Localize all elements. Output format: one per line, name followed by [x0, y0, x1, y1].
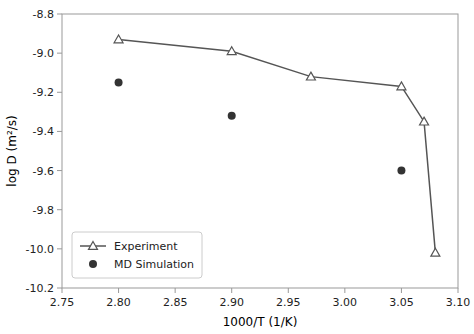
legend-label: Experiment [114, 240, 178, 253]
legend-label: MD Simulation [114, 258, 194, 271]
line-marker [431, 248, 440, 256]
y-tick-label: -9.8 [33, 204, 54, 217]
x-tick [458, 288, 459, 293]
y-tick [57, 248, 62, 249]
legend-marker [89, 242, 98, 250]
y-tick-label: -9.0 [33, 47, 54, 60]
x-axis-label: 1000/T (1/K) [223, 315, 298, 329]
y-tick [57, 92, 62, 93]
x-tick-label: 2.80 [106, 296, 131, 309]
y-tick-label: -8.8 [33, 8, 54, 21]
y-tick [57, 131, 62, 132]
y-tick-label: -9.4 [33, 125, 54, 138]
y-axis-label: log D (m²/s) [5, 115, 19, 186]
x-tick-label: 2.85 [163, 296, 188, 309]
y-tick [57, 170, 62, 171]
axes: 2.75 2.80 2.85 2.90 2.95 3.00 3.05 3.10 -10.2 -10… [26, 8, 471, 309]
plot-area [114, 35, 440, 256]
x-tick [175, 288, 176, 293]
background [0, 0, 474, 334]
line [119, 39, 436, 252]
y-tick [57, 53, 62, 54]
series-0 [114, 35, 440, 256]
x-tick [231, 288, 232, 293]
x-tick [118, 288, 119, 293]
legend-box [72, 232, 202, 278]
y-tick-label: -10.2 [26, 282, 54, 295]
x-tick-label: 2.95 [276, 296, 301, 309]
x-tick-label: 3.10 [446, 296, 471, 309]
line-marker [397, 82, 406, 90]
x-tick-label: 2.75 [50, 296, 75, 309]
x-tick-label: 3.05 [389, 296, 414, 309]
y-tick [57, 288, 62, 289]
line-marker [227, 47, 236, 55]
series-1 [115, 79, 406, 175]
chart: 2.75 2.80 2.85 2.90 2.95 3.00 3.05 3.10 -10.2 -10… [0, 0, 474, 334]
line-marker [420, 117, 429, 125]
scatter-point [397, 167, 405, 175]
x-tick [288, 288, 289, 293]
x-tick-label: 3.00 [333, 296, 358, 309]
y-tick [57, 14, 62, 15]
legend-marker [89, 260, 97, 268]
scatter-point [115, 79, 123, 87]
y-tick-label: -10.0 [26, 243, 54, 256]
x-tick-label: 2.90 [219, 296, 244, 309]
legend: Experiment MD Simulation [72, 232, 202, 278]
scatter-point [228, 112, 236, 120]
x-tick [401, 288, 402, 293]
x-tick [62, 288, 63, 293]
y-tick [57, 209, 62, 210]
x-tick [344, 288, 345, 293]
y-tick-label: -9.6 [33, 165, 54, 178]
line-marker [114, 35, 123, 43]
line-marker [306, 72, 315, 80]
y-tick-label: -9.2 [33, 86, 54, 99]
plot-frame [62, 14, 458, 288]
